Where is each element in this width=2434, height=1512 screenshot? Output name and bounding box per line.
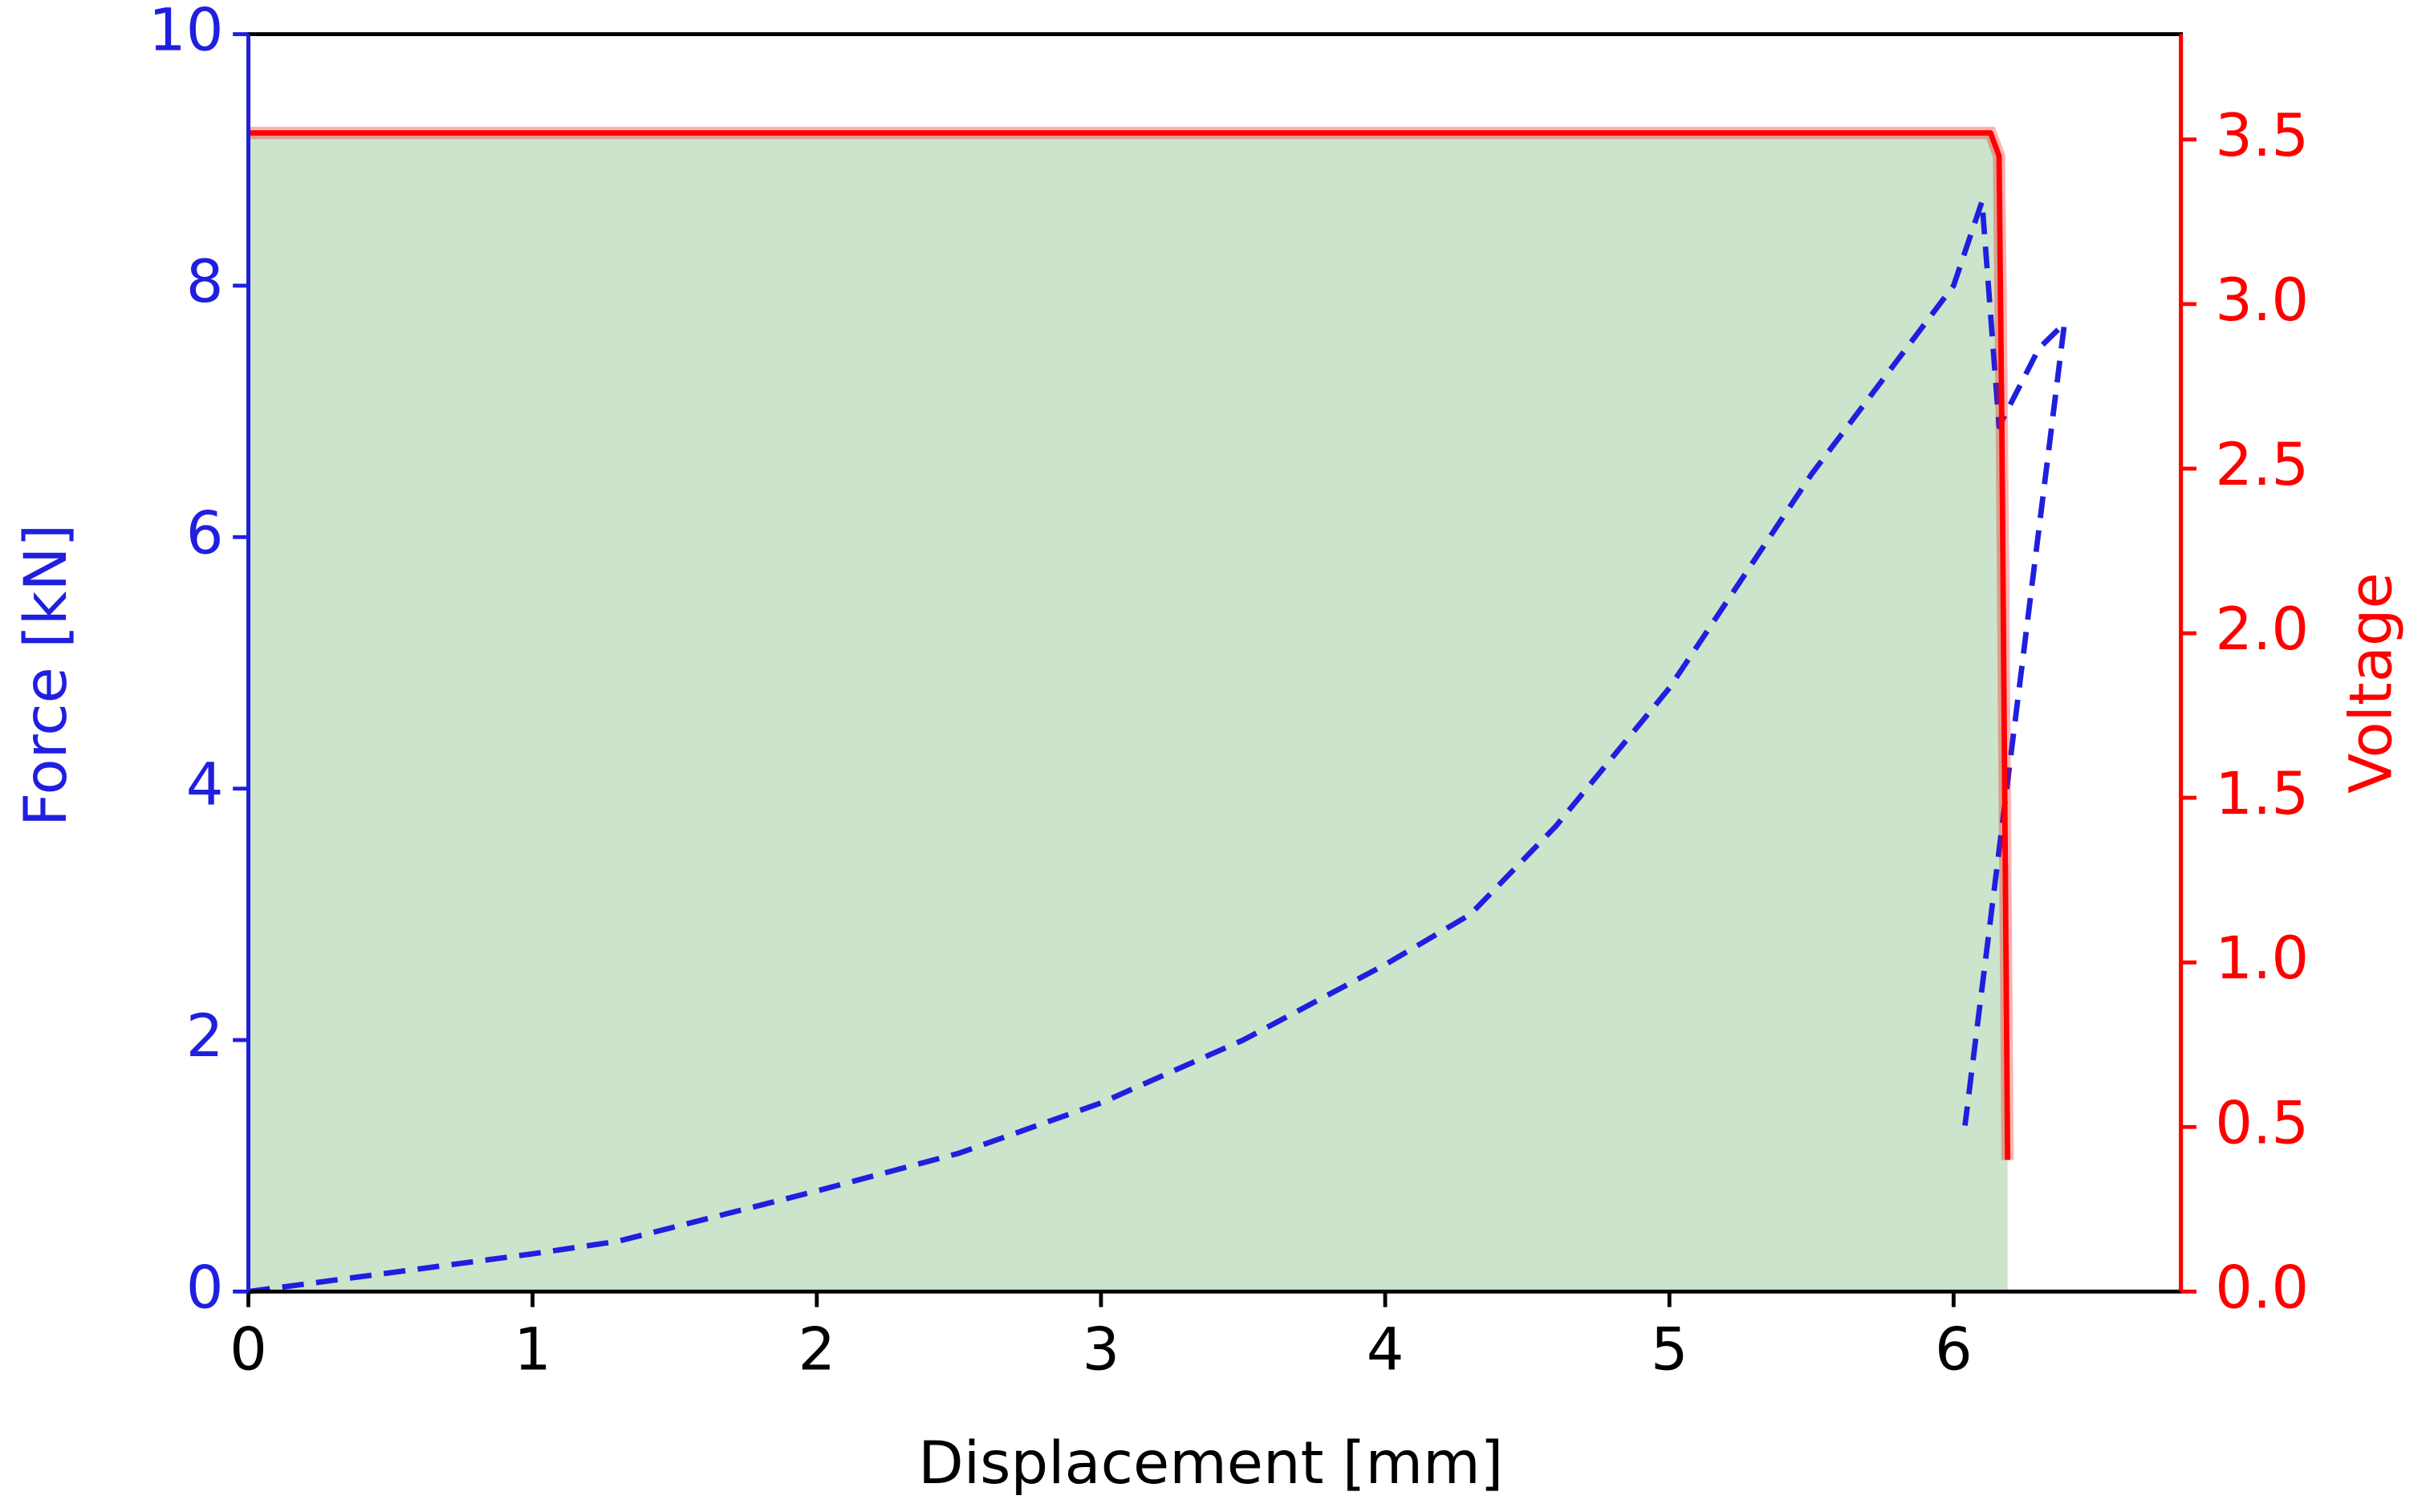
y-tick-label: 8 bbox=[186, 248, 224, 316]
area bbox=[248, 132, 2008, 1292]
plot-area bbox=[248, 126, 2067, 1295]
y2-tick-label: 2.5 bbox=[2215, 431, 2309, 499]
x-tick-label: 2 bbox=[798, 1316, 835, 1384]
x-tick-label: 5 bbox=[1651, 1316, 1688, 1384]
x-tick-label: 6 bbox=[1935, 1316, 1973, 1384]
y-tick-label: 10 bbox=[148, 0, 224, 65]
y-tick-label: 6 bbox=[186, 499, 224, 567]
y2-tick-label: 3.0 bbox=[2215, 266, 2309, 335]
x-tick-label: 0 bbox=[230, 1316, 267, 1384]
y2-tick-label: 0.0 bbox=[2215, 1254, 2309, 1322]
y-tick-label: 0 bbox=[186, 1254, 224, 1322]
y2-tick-label: 1.5 bbox=[2215, 760, 2309, 828]
line bbox=[248, 198, 2067, 1295]
y2-tick-label: 1.0 bbox=[2215, 925, 2309, 993]
x-tick-label: 1 bbox=[514, 1316, 551, 1384]
x-tick-label: 4 bbox=[1367, 1316, 1404, 1384]
y-tick-label: 4 bbox=[186, 751, 224, 819]
x-axis-label: Displacement [mm] bbox=[918, 1429, 1503, 1498]
y2-tick-label: 3.5 bbox=[2215, 102, 2309, 170]
y-axis-label: Force [kN] bbox=[12, 524, 80, 827]
y2-axis-label: Voltage bbox=[2337, 572, 2405, 794]
y2-tick-label: 0.5 bbox=[2215, 1089, 2309, 1157]
y2-tick-label: 2.0 bbox=[2215, 595, 2309, 664]
x-tick-label: 3 bbox=[1083, 1316, 1120, 1384]
line bbox=[248, 130, 2011, 1160]
y-tick-label: 2 bbox=[186, 1002, 224, 1071]
